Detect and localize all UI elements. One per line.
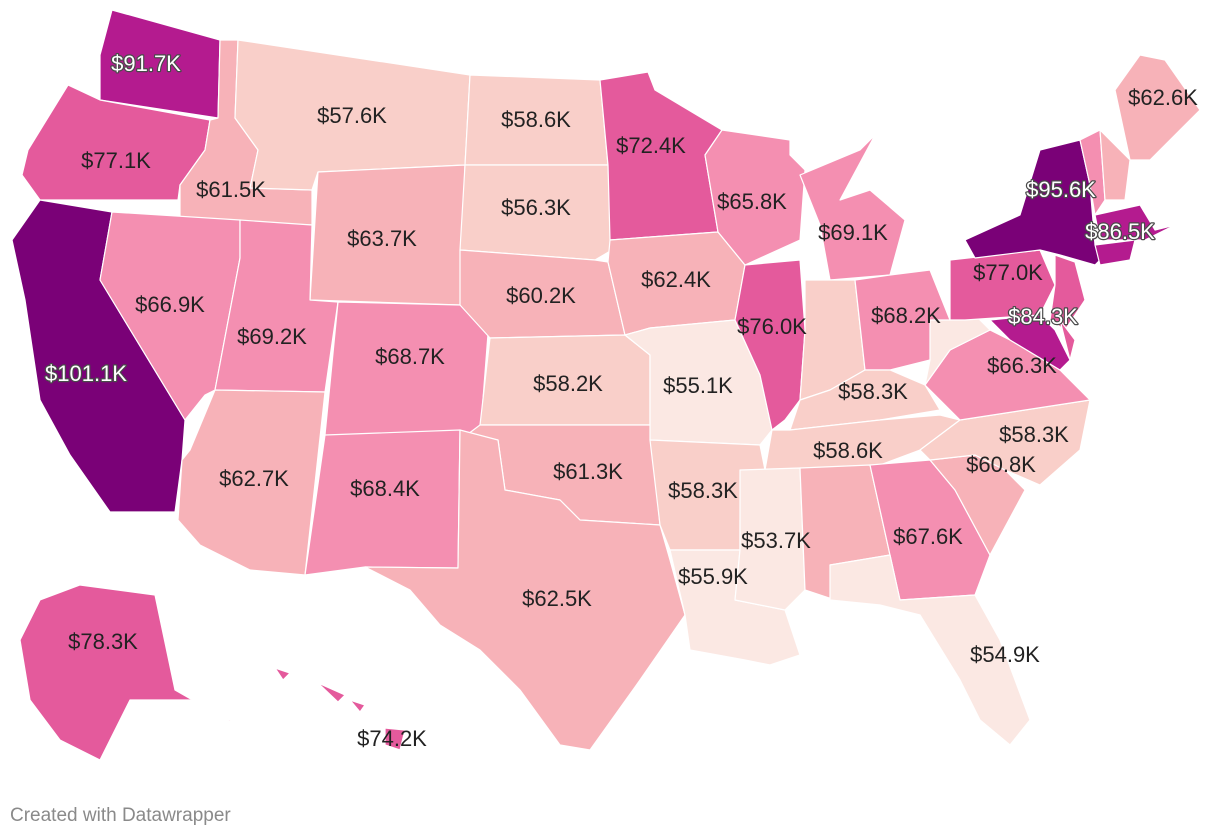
- label-arizona: $62.7K: [219, 466, 289, 491]
- label-florida: $54.9K: [970, 642, 1040, 667]
- label-south-dakota: $56.3K: [501, 195, 571, 220]
- state-alaska[interactable]: [19, 584, 246, 761]
- label-maine: $62.6K: [1128, 85, 1198, 110]
- label-nebraska: $60.2K: [506, 283, 576, 308]
- datawrapper-credit: Created with Datawrapper: [10, 805, 231, 826]
- label-washington: $91.7K: [111, 51, 181, 76]
- label-iowa: $62.4K: [641, 267, 711, 292]
- state-massachusetts[interactable]: [1094, 204, 1176, 241]
- label-kentucky: $58.3K: [838, 379, 908, 404]
- label-california: $101.1K: [45, 361, 127, 386]
- label-illinois: $76.0K: [737, 314, 807, 339]
- label-colorado: $68.7K: [375, 344, 445, 369]
- label-virginia: $66.3K: [987, 353, 1057, 378]
- state-new-mexico[interactable]: [304, 429, 461, 576]
- state-ct[interactable]: [1094, 239, 1136, 266]
- label-kansas: $58.2K: [533, 371, 603, 396]
- state-nh[interactable]: [1099, 129, 1131, 201]
- label-tennessee: $58.6K: [813, 438, 883, 463]
- label-oregon: $77.1K: [81, 148, 151, 173]
- label-new-york: $95.6K: [1026, 177, 1096, 202]
- label-idaho: $61.5K: [196, 177, 266, 202]
- label-texas: $62.5K: [522, 586, 592, 611]
- label-south-carolina: $60.8K: [966, 452, 1036, 477]
- label-louisiana: $55.9K: [678, 564, 748, 589]
- state-oregon[interactable]: [21, 84, 211, 201]
- label-hawaii: $74.2K: [357, 726, 427, 751]
- state-florida[interactable]: [829, 554, 1031, 746]
- label-north-carolina: $58.3K: [999, 422, 1069, 447]
- label-georgia: $67.6K: [893, 524, 963, 549]
- label-ohio: $68.2K: [871, 303, 941, 328]
- label-nevada: $66.9K: [135, 292, 205, 317]
- label-alaska: $78.3K: [68, 629, 138, 654]
- label-montana: $57.6K: [317, 103, 387, 128]
- state-arizona[interactable]: [177, 389, 326, 576]
- state-michigan[interactable]: [799, 134, 906, 281]
- label-maryland: $84.3K: [1008, 304, 1078, 329]
- label-wisconsin: $65.8K: [717, 189, 787, 214]
- label-oklahoma: $61.3K: [553, 459, 623, 484]
- label-utah: $69.2K: [237, 324, 307, 349]
- state-de[interactable]: [1059, 319, 1076, 361]
- label-massachusetts: $86.5K: [1085, 219, 1155, 244]
- state-wisconsin[interactable]: [704, 129, 806, 266]
- label-missouri: $55.1K: [663, 373, 733, 398]
- label-mississippi: $53.7K: [741, 528, 811, 553]
- label-new-mexico: $68.4K: [350, 476, 420, 501]
- us-choropleth-map: $91.7K $77.1K $101.1K $61.5K $66.9K $57.6K $63…: [11, 9, 1201, 761]
- state-washington[interactable]: [99, 9, 221, 119]
- label-arkansas: $58.3K: [668, 478, 738, 503]
- label-minnesota: $72.4K: [616, 133, 686, 158]
- label-wyoming: $63.7K: [347, 226, 417, 251]
- state-texas[interactable]: [364, 429, 686, 751]
- label-pennsylvania: $77.0K: [973, 260, 1043, 285]
- state-south-dakota[interactable]: [459, 164, 613, 261]
- state-utah[interactable]: [214, 219, 339, 393]
- label-michigan: $69.1K: [818, 220, 888, 245]
- state-hawaii[interactable]: [274, 667, 406, 751]
- state-illinois[interactable]: [734, 259, 806, 431]
- state-colorado[interactable]: [324, 301, 491, 439]
- state-vt[interactable]: [1079, 129, 1106, 216]
- label-north-dakota: $58.6K: [501, 107, 571, 132]
